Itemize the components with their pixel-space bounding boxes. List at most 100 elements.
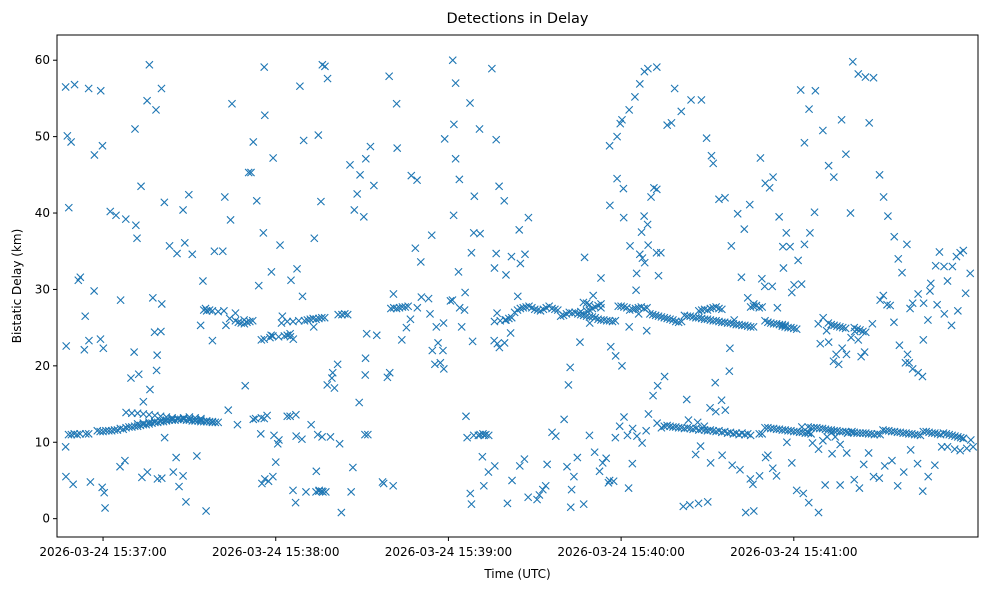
data-point — [746, 474, 755, 483]
data-point — [589, 291, 598, 300]
data-point — [446, 296, 455, 305]
data-point — [867, 429, 876, 438]
data-point — [902, 240, 911, 249]
data-point — [799, 489, 808, 498]
data-point — [966, 269, 975, 278]
data-point — [903, 350, 912, 359]
data-point — [743, 293, 752, 302]
data-point — [643, 64, 652, 73]
data-point — [626, 241, 635, 250]
x-tick-label: 2026-03-24 15:39:00 — [385, 545, 512, 559]
data-point — [894, 254, 903, 263]
data-point — [490, 264, 499, 273]
data-point — [198, 277, 207, 286]
data-point — [645, 309, 654, 318]
data-point — [908, 364, 917, 373]
data-point — [933, 300, 942, 309]
data-point — [70, 429, 79, 438]
data-point — [811, 86, 820, 95]
data-point — [303, 316, 312, 324]
data-point — [841, 324, 850, 333]
data-point — [208, 417, 217, 426]
data-point — [786, 323, 795, 332]
data-point — [426, 309, 434, 318]
data-point — [652, 248, 661, 257]
plot-area-frame — [56, 34, 979, 538]
data-point — [763, 318, 772, 327]
data-point — [301, 487, 310, 496]
data-point — [854, 335, 863, 344]
data-point — [385, 368, 394, 377]
data-point — [205, 306, 214, 315]
data-point — [816, 339, 825, 348]
data-point — [700, 426, 709, 435]
data-point — [379, 479, 388, 488]
data-point — [703, 497, 712, 506]
data-point — [225, 314, 234, 323]
data-point — [484, 431, 493, 440]
data-point — [133, 422, 142, 431]
data-point — [310, 234, 319, 243]
data-point — [160, 198, 169, 207]
data-point — [638, 254, 647, 263]
data-point — [566, 363, 575, 372]
y-tick-label: 0 — [42, 512, 50, 526]
data-point — [913, 430, 922, 439]
data-point — [805, 228, 814, 237]
data-point — [830, 321, 839, 330]
data-point — [110, 426, 119, 435]
data-point — [211, 418, 220, 427]
data-point — [131, 221, 140, 230]
data-point — [516, 259, 525, 268]
data-point — [199, 306, 208, 315]
data-point — [61, 442, 70, 451]
data-point — [416, 257, 425, 266]
data-point — [353, 189, 362, 198]
data-point — [565, 308, 574, 317]
data-point — [667, 118, 676, 127]
data-point — [90, 150, 99, 159]
data-point — [73, 430, 82, 439]
data-point — [728, 461, 737, 470]
data-point — [466, 99, 474, 107]
data-point — [126, 374, 135, 383]
data-point — [703, 426, 712, 435]
data-point — [121, 215, 130, 224]
data-point — [246, 168, 255, 177]
data-point — [478, 452, 487, 461]
data-point — [718, 451, 727, 460]
data-point — [439, 364, 448, 373]
data-point — [617, 115, 626, 124]
data-point — [179, 205, 188, 214]
data-point — [918, 372, 927, 381]
data-point — [76, 429, 85, 438]
data-point — [889, 318, 898, 327]
data-point — [179, 471, 188, 480]
data-point — [455, 175, 464, 184]
data-point — [334, 310, 343, 319]
data-point — [133, 234, 142, 243]
data-point — [644, 241, 653, 250]
data-point — [642, 426, 651, 435]
data-point — [245, 317, 254, 326]
data-point — [945, 430, 954, 439]
data-point — [836, 481, 845, 490]
data-point — [749, 322, 758, 331]
data-point — [582, 306, 591, 315]
data-point — [145, 60, 154, 69]
data-point — [623, 431, 632, 440]
data-point — [564, 380, 573, 389]
data-point — [611, 433, 620, 442]
data-point — [360, 430, 369, 439]
data-point — [810, 208, 819, 217]
data-point — [948, 431, 957, 440]
data-point — [959, 434, 968, 443]
data-point — [257, 413, 266, 422]
data-point — [879, 291, 888, 300]
data-point — [686, 424, 695, 433]
data-point — [244, 168, 253, 177]
data-point — [152, 105, 160, 114]
data-point — [746, 322, 755, 331]
data-point — [717, 396, 726, 405]
data-point — [196, 321, 205, 330]
